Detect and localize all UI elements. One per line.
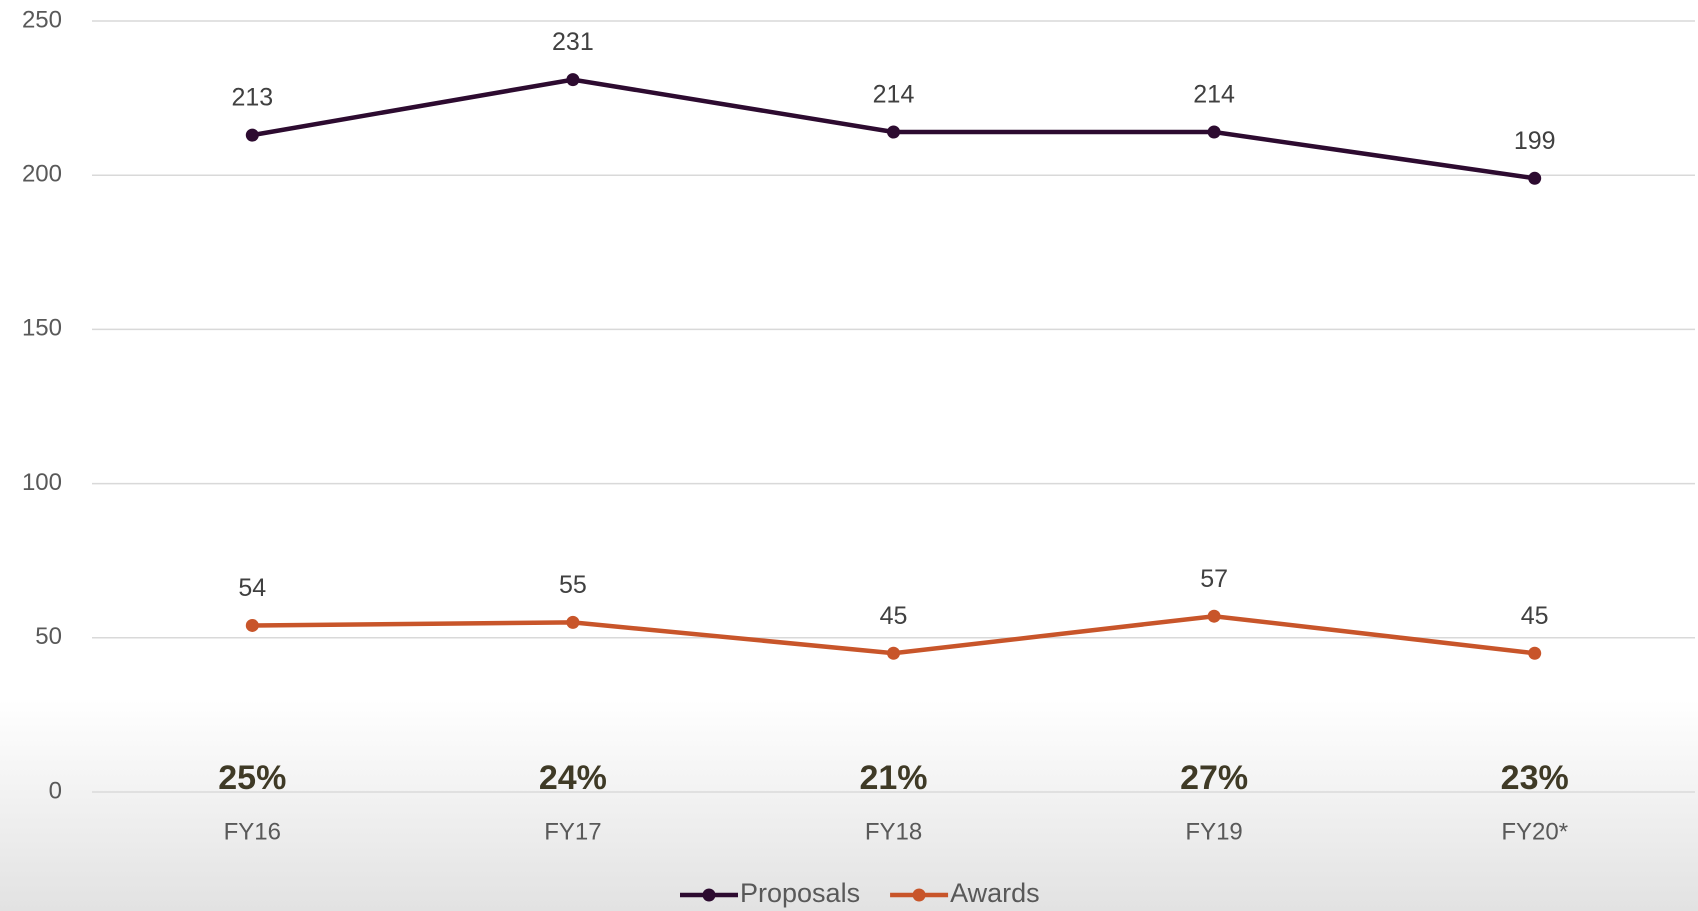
legend-marker (702, 888, 716, 902)
data-point (1207, 125, 1221, 139)
data-point (245, 128, 259, 142)
y-tick-label: 50 (35, 623, 62, 650)
data-label: 57 (1200, 565, 1228, 593)
y-tick-label: 150 (22, 315, 62, 342)
legend-label: Awards (950, 878, 1040, 908)
data-label: 45 (1521, 602, 1549, 630)
data-point (1528, 646, 1542, 660)
rate-label: 24% (539, 759, 607, 797)
rate-label: 23% (1501, 759, 1569, 797)
legend-label: Proposals (740, 878, 860, 908)
y-tick-label: 100 (22, 469, 62, 496)
data-label: 54 (238, 574, 266, 602)
data-label: 55 (559, 571, 587, 599)
rate-label: 27% (1180, 759, 1248, 797)
data-label: 45 (880, 602, 908, 630)
data-label: 213 (231, 84, 273, 112)
y-tick-label: 0 (49, 777, 62, 804)
x-tick-label: FY16 (224, 818, 281, 845)
data-label: 214 (1193, 81, 1235, 109)
data-point (566, 73, 580, 87)
data-point (245, 618, 259, 632)
data-point (566, 615, 580, 629)
x-tick-label: FY18 (865, 818, 922, 845)
footer-shade (0, 700, 1698, 911)
data-label: 231 (552, 28, 594, 56)
data-label: 199 (1514, 127, 1556, 155)
data-label: 214 (873, 81, 915, 109)
x-tick-label: FY17 (544, 818, 601, 845)
legend-marker (912, 888, 926, 902)
x-tick-label: FY20* (1501, 818, 1568, 845)
rate-label: 25% (218, 759, 286, 797)
data-point (887, 646, 900, 660)
rate-label: 21% (859, 759, 927, 797)
data-point (887, 125, 900, 139)
y-tick-label: 200 (22, 161, 62, 188)
y-tick-label: 250 (22, 6, 62, 33)
data-point (1528, 171, 1542, 185)
x-tick-label: FY19 (1185, 818, 1242, 845)
data-point (1207, 609, 1221, 623)
